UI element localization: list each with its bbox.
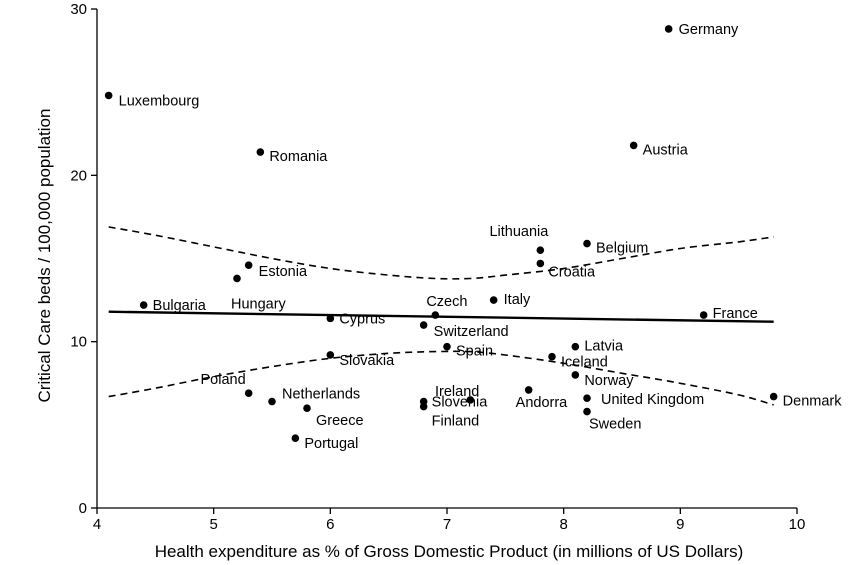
point-label: Norway: [584, 373, 634, 389]
data-point: [104, 91, 113, 100]
data-point: [571, 371, 580, 379]
data-point: [548, 352, 556, 361]
data-point: [268, 397, 276, 406]
data-point: [571, 342, 580, 351]
point-label: Andorra: [516, 395, 569, 411]
data-point: [233, 274, 241, 283]
point-label: Latvia: [584, 339, 624, 355]
point-label: Ireland: [435, 384, 479, 400]
x-tick-label: 6: [326, 516, 334, 533]
point-label: Germany: [679, 22, 739, 38]
data-point: [419, 402, 428, 411]
point-label: Greece: [316, 413, 364, 429]
point-labels: Germany Luxembourg Romania Austria Lithuania…: [119, 22, 843, 452]
x-tick-label: 5: [209, 516, 217, 533]
point-label: United Kingdom: [601, 392, 704, 408]
data-point: [326, 314, 335, 323]
data-point: [536, 246, 545, 254]
data-point: [443, 342, 451, 351]
data-point: [244, 389, 253, 398]
fit-curves: [108, 226, 774, 406]
data-point: [326, 351, 335, 359]
data-point: [256, 148, 265, 156]
point-label: Spain: [456, 344, 493, 360]
point-label: Poland: [201, 372, 246, 388]
y-tick-label: 0: [79, 500, 87, 517]
regression-line: [108, 310, 774, 323]
data-point: [303, 404, 311, 413]
point-label: Denmark: [783, 394, 843, 410]
axes: 4 5 6 7 8 9 10 0 10 20 30: [70, 1, 805, 533]
point-label: Slovenia: [432, 395, 489, 411]
point-label: Bulgaria: [153, 298, 207, 314]
data-points: [104, 25, 778, 442]
data-point: [769, 392, 778, 401]
data-point: [244, 261, 253, 269]
data-point: [583, 407, 591, 416]
x-tick-label: 8: [559, 516, 567, 533]
data-point: [583, 394, 591, 403]
point-label: Switzerland: [434, 324, 509, 340]
confidence-band-lower: [108, 350, 774, 406]
y-axis-title: Critical Care beds / 100,000 population: [35, 109, 54, 403]
point-label: Portugal: [304, 436, 358, 452]
data-point: [536, 259, 545, 268]
x-tick-label: 4: [93, 516, 101, 533]
y-tick-label: 10: [70, 334, 87, 351]
point-label: Sweden: [589, 417, 641, 433]
point-label: Finland: [432, 414, 480, 430]
point-label: Belgium: [596, 241, 648, 257]
point-label: Croatia: [548, 264, 596, 280]
data-point: [431, 311, 440, 319]
point-label: Slovakia: [339, 353, 395, 369]
data-point: [699, 311, 708, 319]
point-label: Hungary: [231, 296, 287, 312]
data-point: [466, 396, 475, 404]
data-point: [664, 25, 673, 33]
confidence-band-upper: [108, 226, 774, 280]
data-point: [139, 301, 148, 309]
point-label: Iceland: [561, 355, 608, 371]
point-label: Luxembourg: [119, 93, 200, 109]
point-label: Czech: [426, 294, 467, 310]
data-point: [489, 296, 498, 304]
point-label: France: [713, 306, 758, 322]
point-label: Austria: [643, 142, 689, 158]
point-label: Italy: [504, 292, 531, 308]
x-tick-label: 9: [676, 516, 684, 533]
data-point: [524, 386, 533, 394]
point-label: Lithuania: [489, 224, 549, 240]
y-tick-label: 30: [70, 1, 87, 18]
point-label: Netherlands: [282, 387, 360, 403]
data-point: [419, 321, 428, 329]
point-label: Cyprus: [339, 311, 385, 327]
x-tick-label: 7: [443, 516, 451, 533]
x-axis-title: Health expenditure as % of Gross Domesti…: [155, 542, 744, 561]
y-tick-label: 20: [70, 167, 87, 184]
point-label: Estonia: [259, 264, 308, 280]
data-point: [583, 239, 591, 248]
x-tick-label: 10: [789, 516, 806, 533]
point-label: Romania: [269, 149, 328, 165]
data-point: [291, 434, 300, 442]
data-point: [629, 141, 638, 150]
